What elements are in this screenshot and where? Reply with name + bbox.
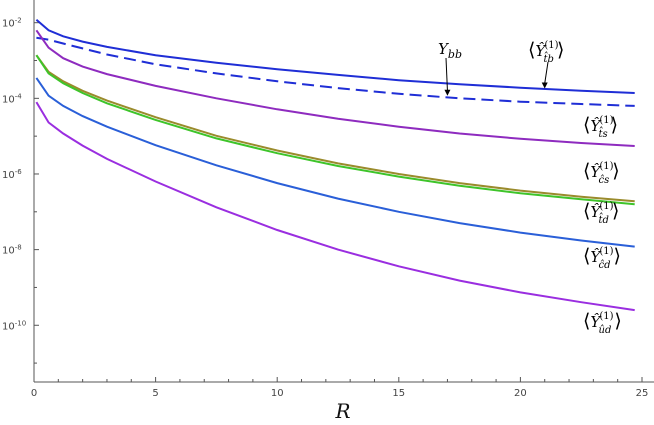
annotation-ybb-sub: bb <box>448 48 462 61</box>
annotation-ybb-main: Y <box>438 40 450 58</box>
y-tick-label: 10-6 <box>2 168 22 181</box>
x-tick-label: 25 <box>636 388 649 399</box>
series-line-3 <box>35 54 635 203</box>
x-tick-label: 20 <box>514 388 527 399</box>
label-td-rangle: ⟩ <box>612 200 619 222</box>
series-line-5 <box>35 77 635 248</box>
series-line-0 <box>35 18 635 94</box>
label-ts-langle: ⟨ <box>583 114 590 136</box>
label-cs: ⟨Ŷ(1) ĉs ⟩ <box>583 160 620 186</box>
label-ts: ⟨Ŷ(1) t̂s ⟩ <box>583 114 618 140</box>
y-tick-label: 10-2 <box>2 17 22 30</box>
label-cd: ⟨Ŷ(1) ĉd ⟩ <box>583 245 621 271</box>
annotation-arrow-line <box>544 61 549 84</box>
annotation-tb-langle: ⟨ <box>528 39 535 61</box>
label-cd-hat: ĉ <box>599 260 605 271</box>
series-line-2 <box>35 29 635 147</box>
annotations <box>444 57 549 96</box>
x-tick-label: 5 <box>152 388 158 399</box>
label-ud: ⟨Ŷ(1) ûd ⟩ <box>583 310 622 336</box>
x-tick-label: 15 <box>392 388 405 399</box>
label-ts-rangle: ⟩ <box>611 114 618 136</box>
y-tick-label: 10-8 <box>2 244 22 257</box>
label-ts-hat: t̂ <box>599 127 604 140</box>
annotation-arrow-line <box>445 57 448 91</box>
label-ts-Y: Ŷ <box>590 117 602 135</box>
label-cs-sup: (1) <box>599 161 613 172</box>
label-td-sub: d <box>603 215 609 226</box>
y-tick-label: 10-10 <box>2 319 26 332</box>
axes <box>33 0 654 383</box>
label-cd-rangle: ⟩ <box>614 245 621 267</box>
curves <box>35 18 635 312</box>
series-line-4 <box>35 54 635 206</box>
label-ud-hat: û <box>599 325 605 336</box>
annotation-tb-label: ⟨Ŷ(1) t̂b ⟩ <box>528 39 564 65</box>
label-cs-sub: s <box>604 175 609 186</box>
label-ts-sup: (1) <box>599 115 613 126</box>
label-td-langle: ⟨ <box>583 200 590 222</box>
label-cs-Y: Ŷ <box>590 163 602 181</box>
x-tick-label: 0 <box>31 388 37 399</box>
label-ud-Y: Ŷ <box>590 313 602 331</box>
label-cd-Y: Ŷ <box>590 248 602 266</box>
x-tick-label: 10 <box>271 388 284 399</box>
label-ud-sup: (1) <box>599 311 613 322</box>
annotation-tb-sup: (1) <box>544 40 558 51</box>
label-ud-rangle: ⟩ <box>614 310 621 332</box>
tick-group: 0 5 10 15 20 25 10-2 10-4 10-6 10-8 10-10 <box>2 17 648 399</box>
label-cd-sub: d <box>604 260 610 271</box>
annotation-ybb-label: Ybb <box>438 40 462 61</box>
annotation-tb-sub: b <box>548 54 554 65</box>
label-ts-sub: s <box>603 129 608 140</box>
annotation-tb-hat: t̂ <box>544 52 549 65</box>
annotation-arrow-head <box>541 82 548 89</box>
label-cd-langle: ⟨ <box>583 245 590 267</box>
annotation-arrow-head <box>444 89 451 96</box>
series-line-1 <box>36 36 635 107</box>
label-cs-hat: ĉ <box>599 175 605 186</box>
label-cs-rangle: ⟩ <box>612 160 619 182</box>
label-cd-sup: (1) <box>599 246 613 257</box>
label-cs-langle: ⟨ <box>583 160 590 182</box>
label-ud-sub: d <box>605 325 611 336</box>
y-tick-label: 10-4 <box>2 92 22 105</box>
label-td-Y: Ŷ <box>590 203 602 221</box>
label-td-sup: (1) <box>599 201 613 212</box>
x-axis-label: R <box>334 399 350 423</box>
series-line-6 <box>35 101 635 312</box>
annotation-tb-Y: Ŷ <box>535 42 547 60</box>
label-ud-langle: ⟨ <box>583 310 590 332</box>
label-td-hat: t̂ <box>599 213 604 226</box>
annotation-tb-rangle: ⟩ <box>557 39 564 61</box>
label-td: ⟨Ŷ(1) t̂d ⟩ <box>583 200 619 226</box>
